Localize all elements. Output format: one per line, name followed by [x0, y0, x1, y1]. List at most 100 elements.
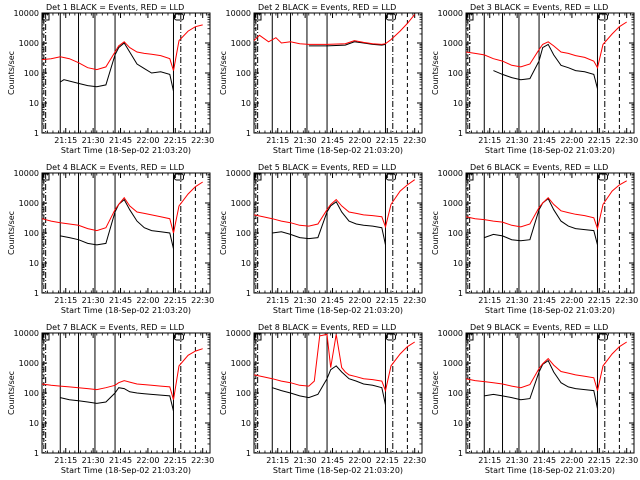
y-axis-title: Counts/sec: [7, 211, 16, 255]
y-axis-title: Counts/sec: [431, 211, 440, 255]
y-tick-label: 10: [241, 259, 251, 268]
y-tick-label: 100: [448, 69, 463, 78]
x-tick-label: 22:00: [348, 296, 371, 305]
y-tick-label: 1: [458, 449, 463, 458]
y-tick-label: 10000: [438, 329, 463, 338]
panel-title: Det 3 BLACK = Events, RED = LLD: [470, 3, 608, 12]
x-tick-label: 22:15: [376, 296, 399, 305]
y-axis-title: Counts/sec: [7, 371, 16, 415]
y-tick-label: 10: [241, 419, 251, 428]
x-axis-title: Start Time (18-Sep-02 21:03:20): [61, 306, 191, 315]
y-tick-label: 10000: [438, 9, 463, 18]
y-tick-label: 100: [24, 389, 39, 398]
y-tick-label: 1: [458, 129, 463, 138]
lld-series-line: [465, 21, 627, 70]
x-tick-label: 22:00: [348, 136, 371, 145]
x-tick-label: 22:15: [376, 136, 399, 145]
x-tick-label: 21:45: [109, 136, 132, 145]
x-tick-label: 21:45: [321, 456, 344, 465]
events-series-line: [60, 198, 174, 249]
y-tick-label: 1: [34, 129, 39, 138]
y-tick-label: 100: [448, 389, 463, 398]
x-tick-label: 21:45: [109, 456, 132, 465]
events-series-line: [272, 365, 386, 406]
events-series-line: [308, 41, 386, 47]
y-axis-title: Counts/sec: [7, 51, 16, 95]
plot-frame: [253, 12, 423, 134]
end-box: [597, 13, 608, 21]
x-axis-title: Start Time (18-Sep-02 21:03:20): [485, 306, 615, 315]
start-box: [466, 13, 474, 21]
y-axis-title: Counts/sec: [431, 371, 440, 415]
x-axis-title: Start Time (18-Sep-02 21:03:20): [273, 146, 403, 155]
y-tick-label: 1000: [231, 199, 251, 208]
panel-title: Det 1 BLACK = Events, RED = LLD: [46, 3, 184, 12]
x-tick-label: 21:30: [294, 296, 317, 305]
y-tick-label: 10000: [14, 329, 39, 338]
y-tick-label: 1: [246, 289, 251, 298]
panel-det-5: Det 5 BLACK = Events, RED = LLD 1 10 100 100…: [219, 163, 426, 315]
y-tick-label: 10: [29, 99, 39, 108]
y-tick-label: 1: [246, 449, 251, 458]
x-tick-label: 22:15: [164, 456, 187, 465]
x-tick-label: 21:45: [533, 296, 556, 305]
lld-series-line: [41, 181, 203, 234]
end-box: [385, 13, 396, 21]
y-tick-label: 1000: [19, 199, 39, 208]
x-axis-title: Start Time (18-Sep-02 21:03:20): [273, 466, 403, 475]
x-tick-label: 21:30: [82, 456, 105, 465]
y-tick-label: 1000: [19, 359, 39, 368]
x-tick-label: 22:30: [403, 296, 426, 305]
y-tick-label: 10: [453, 419, 463, 428]
x-tick-label: 22:00: [136, 296, 159, 305]
x-tick-label: 22:00: [560, 456, 583, 465]
start-box: [42, 13, 50, 21]
x-tick-label: 22:15: [164, 136, 187, 145]
start-box: [254, 13, 262, 21]
x-tick-label: 21:15: [266, 136, 289, 145]
y-axis-title: Counts/sec: [431, 51, 440, 95]
events-series-line: [272, 201, 386, 246]
x-tick-label: 22:30: [615, 136, 638, 145]
panel-det-9: Det 9 BLACK = Events, RED = LLD 1 10 100 100…: [431, 323, 638, 475]
x-tick-label: 21:30: [506, 136, 529, 145]
y-tick-label: 10000: [14, 169, 39, 178]
panel-det-4: Det 4 BLACK = Events, RED = LLD 1 10 100 100…: [7, 163, 214, 315]
x-tick-label: 21:45: [321, 296, 344, 305]
y-tick-label: 100: [236, 229, 251, 238]
panel-det-8: Det 8 BLACK = Events, RED = LLD 1 10 100 100…: [219, 323, 426, 475]
panel-title: Det 2 BLACK = Events, RED = LLD: [258, 3, 396, 12]
plot-frame: [253, 332, 423, 454]
panel-title: Det 7 BLACK = Events, RED = LLD: [46, 323, 184, 332]
end-box: [597, 333, 608, 341]
y-tick-label: 100: [236, 69, 251, 78]
y-tick-label: 1000: [231, 39, 251, 48]
x-tick-label: 21:15: [54, 456, 77, 465]
x-tick-label: 22:15: [588, 296, 611, 305]
plot-frame: [465, 172, 635, 294]
start-box: [42, 333, 50, 341]
x-tick-label: 22:30: [191, 456, 214, 465]
x-tick-label: 21:30: [294, 136, 317, 145]
events-series-line: [60, 42, 174, 92]
x-tick-label: 21:15: [54, 296, 77, 305]
x-tick-label: 21:45: [533, 136, 556, 145]
y-tick-label: 1000: [231, 359, 251, 368]
y-axis-title: Counts/sec: [219, 371, 228, 415]
lld-series-line: [253, 333, 415, 393]
x-axis-title: Start Time (18-Sep-02 21:03:20): [61, 146, 191, 155]
x-tick-label: 22:15: [376, 456, 399, 465]
x-tick-label: 22:15: [588, 456, 611, 465]
x-tick-label: 22:15: [588, 136, 611, 145]
lld-series-line: [41, 24, 203, 71]
y-tick-label: 10000: [226, 169, 251, 178]
x-tick-label: 21:30: [82, 296, 105, 305]
x-tick-label: 21:30: [506, 296, 529, 305]
plot-frame: [41, 12, 211, 134]
x-axis-title: Start Time (18-Sep-02 21:03:20): [485, 466, 615, 475]
start-box: [42, 173, 50, 181]
x-axis-title: Start Time (18-Sep-02 21:03:20): [273, 306, 403, 315]
y-tick-label: 1: [34, 449, 39, 458]
end-box: [173, 173, 184, 181]
